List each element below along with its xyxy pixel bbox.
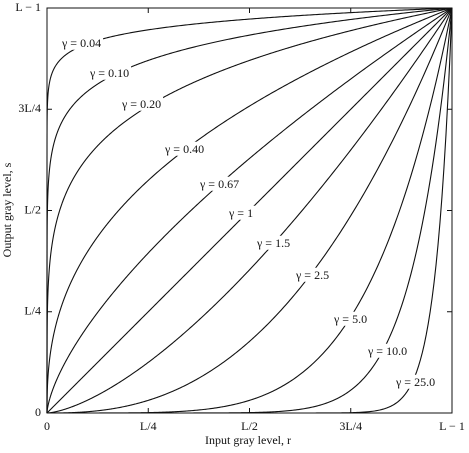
curve-label: γ = 0.04 bbox=[61, 36, 101, 50]
curve-label: γ = 0.40 bbox=[164, 142, 204, 156]
y-tick-label: 3L/4 bbox=[18, 101, 41, 115]
y-tick-label: 0 bbox=[35, 405, 41, 419]
label-background bbox=[87, 65, 132, 80]
gamma-curve bbox=[46, 7, 453, 413]
curve-label: γ = 1 bbox=[228, 206, 253, 220]
curve-labels: γ = 0.04 γ = 0.10 γ = 0.20 γ = 0.40 γ = 0.67… bbox=[59, 35, 438, 389]
label-background bbox=[365, 343, 410, 358]
curve-label: γ = 0.20 bbox=[121, 97, 161, 111]
gamma-curve bbox=[46, 7, 453, 414]
x-tick-label: L − 1 bbox=[439, 419, 465, 433]
y-axis-label: Output gray level, s bbox=[0, 162, 14, 257]
curve-label: γ = 25.0 bbox=[395, 375, 435, 389]
curve-label: γ = 10.0 bbox=[367, 344, 407, 358]
label-background bbox=[293, 267, 332, 282]
curve-label: γ = 0.10 bbox=[89, 66, 129, 80]
y-tick-label: L/4 bbox=[24, 304, 41, 318]
gamma-curve bbox=[46, 7, 453, 413]
x-axis-label: Input gray level, r bbox=[205, 433, 291, 447]
label-background bbox=[59, 35, 104, 50]
curve-label: γ = 0.67 bbox=[199, 177, 239, 191]
curve-label: γ = 2.5 bbox=[295, 268, 329, 282]
gamma-curve bbox=[47, 7, 453, 414]
x-tick-label: L/2 bbox=[241, 419, 258, 433]
label-background bbox=[197, 176, 242, 191]
gamma-curve bbox=[46, 7, 453, 413]
x-tick-label: L/4 bbox=[140, 419, 157, 433]
label-background bbox=[226, 205, 256, 220]
y-tick-label: L/2 bbox=[24, 202, 41, 216]
label-background bbox=[254, 235, 293, 250]
curve-label: γ = 5.0 bbox=[333, 312, 367, 326]
gamma-curve bbox=[46, 7, 453, 413]
curve-label: γ = 1.5 bbox=[256, 236, 290, 250]
x-tick-label: 3L/4 bbox=[339, 419, 362, 433]
label-background bbox=[162, 141, 207, 156]
label-background bbox=[331, 311, 370, 326]
label-background bbox=[119, 96, 164, 111]
label-background bbox=[393, 374, 438, 389]
y-tick-label: L − 1 bbox=[15, 0, 41, 14]
x-tick-label: 0 bbox=[44, 419, 50, 433]
